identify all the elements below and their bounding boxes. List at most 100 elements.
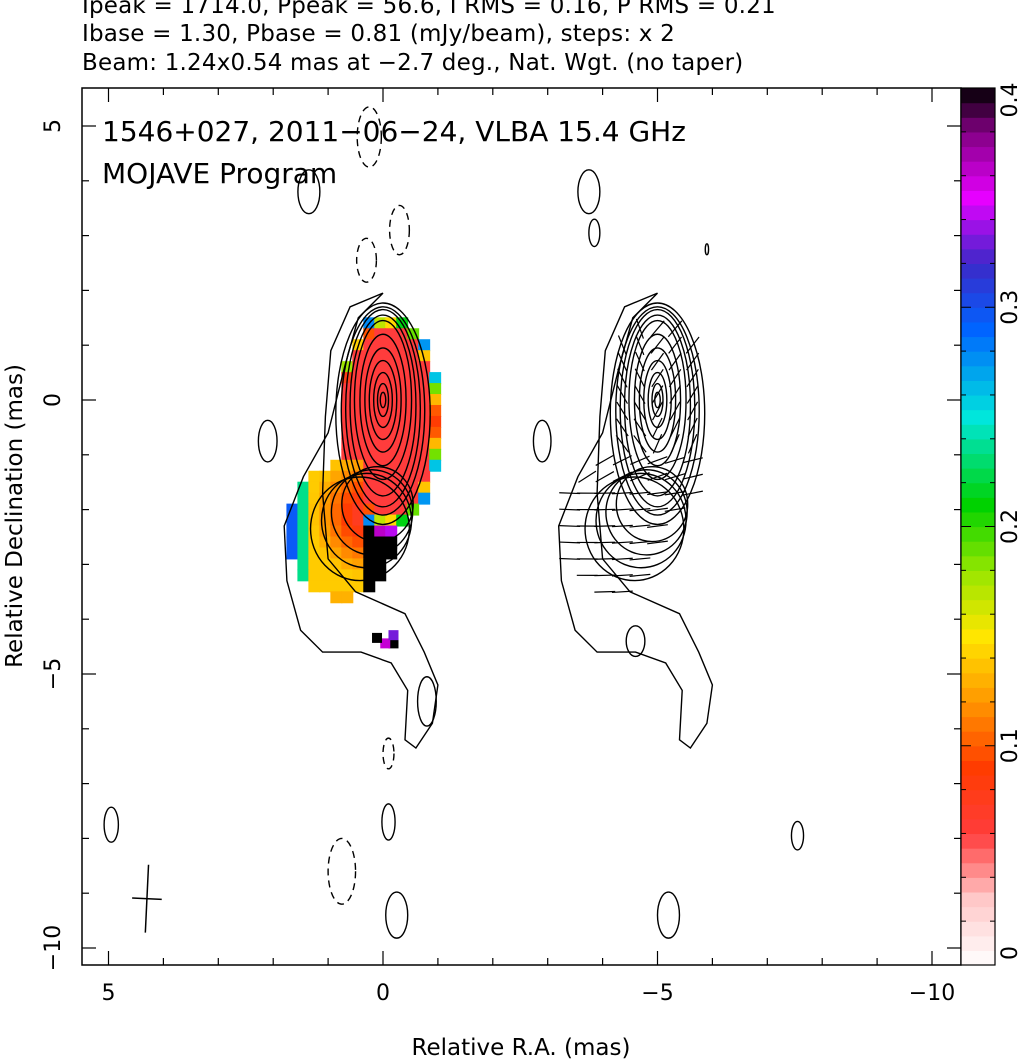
pol-pixel [297,481,310,494]
evpa-vector [612,455,632,466]
pol-pixel [363,492,376,505]
colorbar-segment [961,716,995,732]
pol-pixel [352,372,365,385]
y-tick-label: 0 [41,393,66,407]
colorbar-tick-label: 0.4 [998,83,1022,118]
pol-pixel [352,404,365,417]
pol-pixel [286,503,299,516]
evpa-vector [611,541,633,544]
pol-pixel [396,404,409,417]
evpa-vector [647,472,668,481]
evpa-vector [611,557,633,561]
evpa-vector [612,471,632,482]
colorbar-segment [961,409,995,425]
pol-pixel [341,361,354,374]
evpa-vector [611,574,633,577]
colorbar-segment [961,336,995,352]
noise-contour [532,419,552,463]
intensity-contours [103,106,805,939]
pol-pixel [330,470,343,483]
colorbar-segment [961,789,995,805]
pol-pixel [385,339,398,352]
contour-outer [557,292,714,750]
colorbar-segment [961,307,995,323]
pol-pixel [429,415,442,428]
evpa-vector [594,492,616,495]
noise-contour [297,169,321,215]
evpa-vector [668,369,682,388]
pol-pixel [385,547,398,560]
pol-pixel [319,569,332,582]
pol-pixel [308,558,321,571]
pol-pixel [352,547,365,560]
evpa-vector [669,417,681,438]
pol-pixel [374,525,387,538]
pol-pixel [297,536,310,549]
colorbar-segment [961,555,995,571]
evpa-vector [559,525,581,528]
evpa-vector [668,336,682,354]
pol-pixel [396,394,409,406]
pol-pixel [374,372,387,385]
pol-pixel [418,372,431,385]
contour-core [364,347,402,453]
noise-contour [790,820,805,851]
evpa-vector [629,557,651,561]
colorbar-segment [961,877,995,893]
pol-pixel [330,569,343,582]
pol-pixel [363,448,376,461]
pol-pixel [396,328,409,341]
contour-level [615,306,700,516]
pol-pixel [363,437,376,450]
evpa-vector [647,524,668,528]
beam-ellipse [132,864,162,933]
pol-pixel [396,459,409,472]
pol-pixel [330,481,343,494]
evpa-vector [630,455,650,465]
colorbar-segment [961,146,995,162]
colorbar-segment [961,804,995,820]
contour-core [376,382,390,418]
pol-pixel [308,470,321,483]
evpa-vector [595,471,615,483]
evpa-vector [617,368,628,388]
colorbar-tick-label: 0.2 [998,509,1022,544]
pol-pixel [372,632,383,643]
evpa-vector [617,335,627,356]
pol-pixel [341,591,354,604]
evpa-vector [650,352,665,371]
pol-pixel [341,569,354,582]
pol-pixel [308,525,321,538]
evpa-vector [616,418,629,437]
frame-border [81,87,962,966]
evpa-vector [594,508,616,511]
pol-pixel [308,514,321,527]
pol-pixel [429,448,442,461]
evpa-vector [650,336,665,354]
evpa-vector [630,472,650,482]
pol-pixel [319,580,332,593]
pol-pixel [352,350,365,363]
contour-level [623,314,692,497]
colorbar-segment [961,438,995,455]
contour-outer [283,292,439,750]
colorbar-segment [961,204,995,221]
colorbar-segment [961,292,995,308]
noise-contour [257,419,278,463]
pol-pixel [396,448,409,461]
colorbar-segment [961,190,995,206]
contour-level [341,466,414,543]
pol-pixel [341,383,354,396]
pol-pixel [352,437,365,450]
evpa-vector [686,385,699,404]
evpa-vector [629,508,651,512]
pol-pixel [352,569,365,582]
pol-pixel [308,569,321,582]
pol-pixel [374,470,387,483]
colorbar-segment [961,921,995,937]
pol-pixel [363,470,376,483]
pol-pixel [418,339,431,352]
pol-pixel [341,558,354,571]
pol-pixel [352,394,365,406]
